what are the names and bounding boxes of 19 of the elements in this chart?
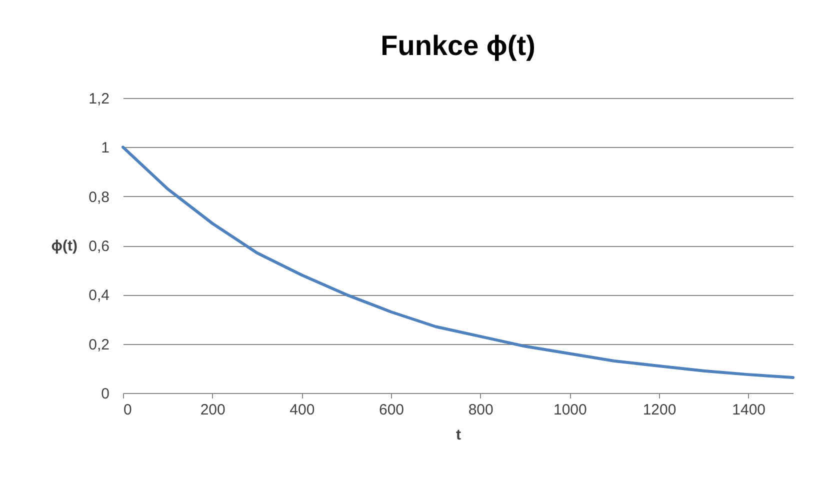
y-tick-label: 0,6: [88, 238, 110, 255]
x-tick-label: 1400: [732, 402, 766, 418]
y-tick-label: 0,2: [88, 336, 110, 354]
y-tick-label: 1: [101, 140, 110, 157]
y-tick-label: 0,4: [88, 287, 110, 304]
x-tick-label: 200: [200, 402, 226, 418]
x-tick-label: 0: [124, 402, 132, 418]
x-tick-label: 600: [378, 402, 404, 418]
y-tick-label: 0: [101, 386, 110, 402]
x-tick-label: 1000: [553, 402, 587, 418]
x-tick-label: 800: [468, 402, 494, 418]
y-tick-label: 0,8: [88, 188, 110, 206]
chart-title: Funkce ϕ(t): [380, 30, 536, 61]
x-tick-label: 1200: [642, 402, 676, 418]
x-axis-title: t: [456, 426, 461, 444]
y-axis-title: ϕ(t): [51, 238, 78, 254]
x-tick-label: 400: [290, 402, 315, 418]
y-tick-label: 1,2: [88, 90, 110, 108]
line-series: [122, 146, 794, 380]
